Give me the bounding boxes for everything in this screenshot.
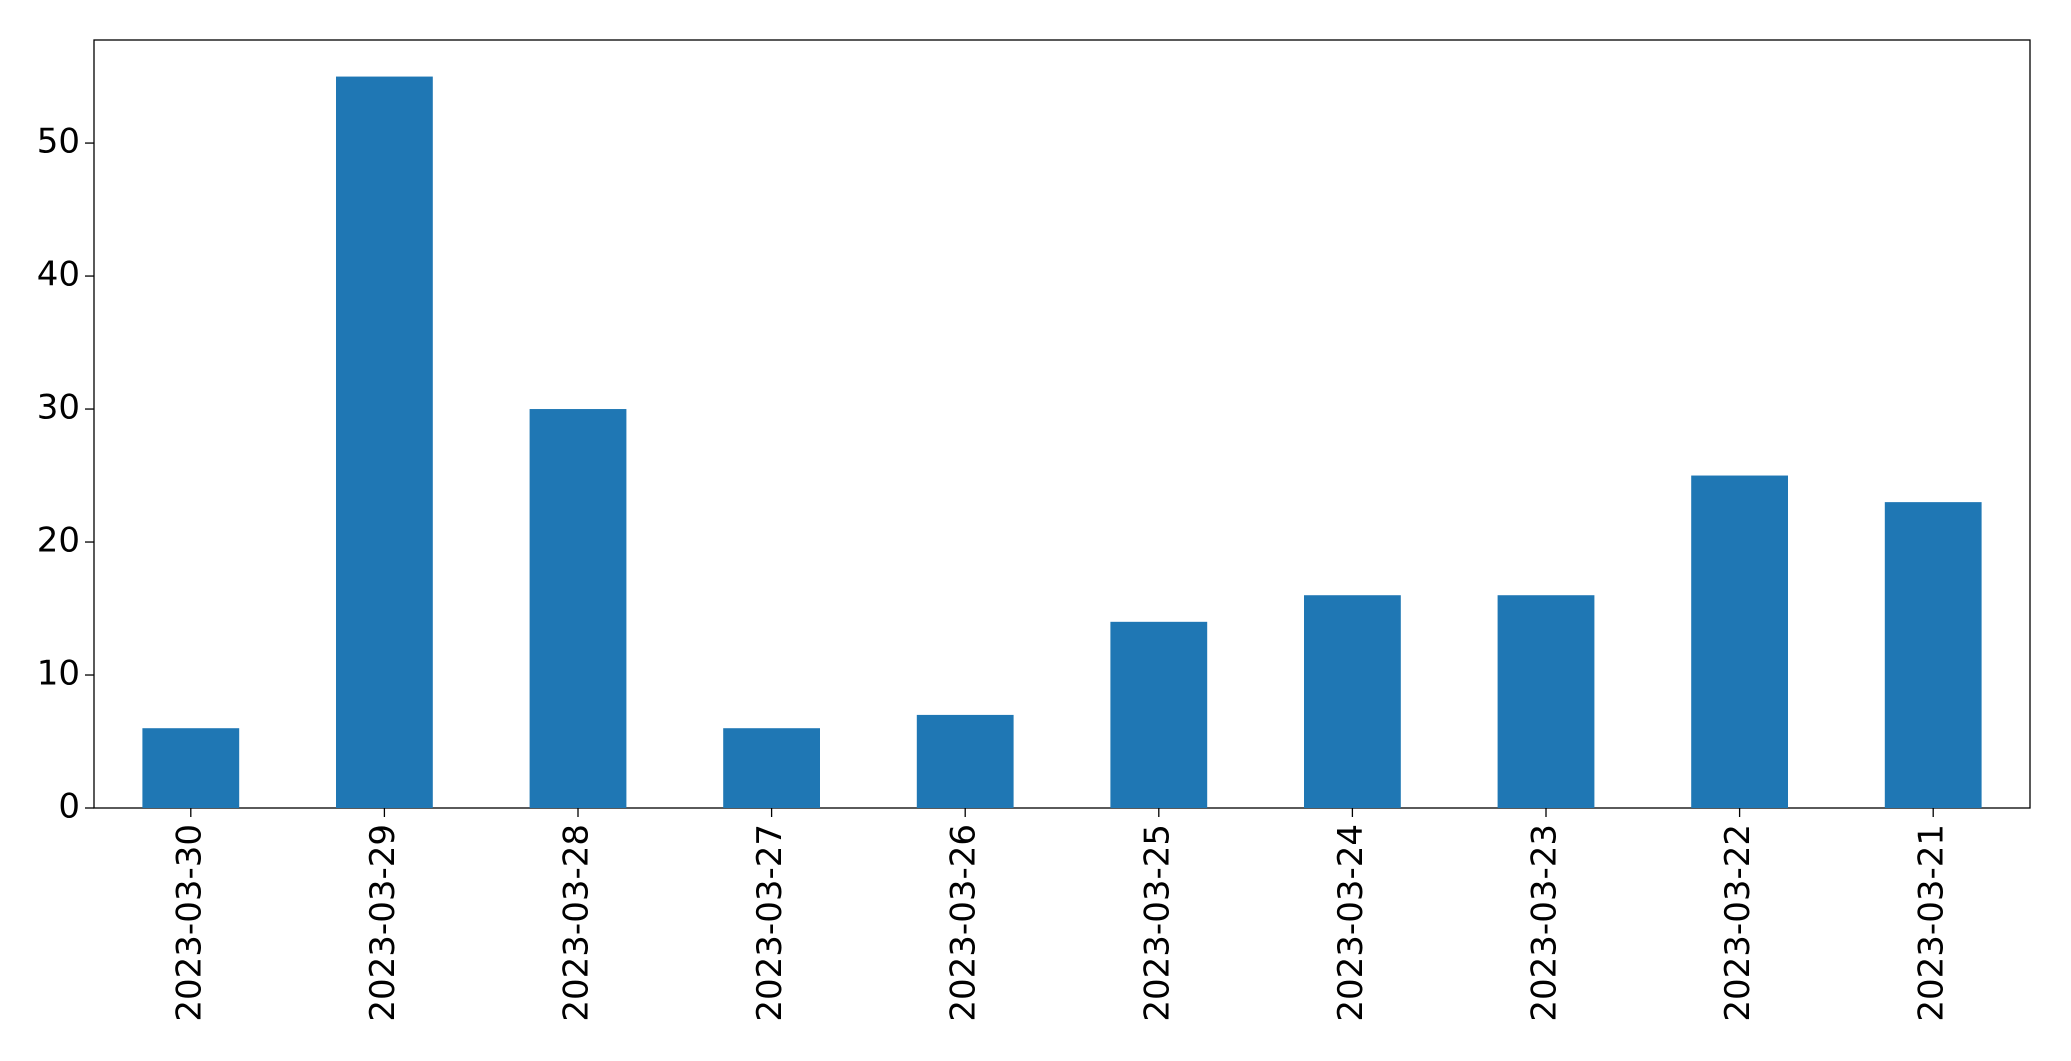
x-tick-label: 2023-03-24: [1331, 824, 1371, 1022]
x-tick-label: 2023-03-27: [750, 824, 790, 1022]
x-tick-label: 2023-03-28: [557, 824, 597, 1022]
plot-frame: [93, 39, 2031, 809]
bar: [336, 76, 433, 809]
x-tick-label: 2023-03-25: [1137, 824, 1177, 1022]
y-tick-label: 20: [37, 521, 80, 561]
bar: [723, 728, 820, 808]
y-tick-label: 50: [37, 122, 80, 162]
bar: [1110, 621, 1208, 808]
x-tick-label: 2023-03-30: [169, 824, 209, 1022]
bar: [529, 409, 627, 808]
bar: [1497, 595, 1595, 808]
bar: [1304, 595, 1401, 808]
x-tick-label: 2023-03-21: [1912, 824, 1952, 1022]
bar: [916, 714, 1014, 808]
y-tick-label: 10: [37, 654, 80, 694]
bar: [1884, 502, 1982, 808]
y-tick-label: 0: [58, 787, 80, 827]
y-tick-label: 40: [37, 255, 80, 295]
bar: [142, 728, 240, 808]
bar: [1691, 475, 1788, 808]
x-tick-label: 2023-03-23: [1525, 824, 1565, 1022]
y-tick-label: 30: [37, 388, 80, 428]
x-tick-label: 2023-03-29: [363, 824, 403, 1022]
x-tick-label: 2023-03-22: [1718, 824, 1758, 1022]
x-tick-label: 2023-03-26: [944, 824, 984, 1022]
